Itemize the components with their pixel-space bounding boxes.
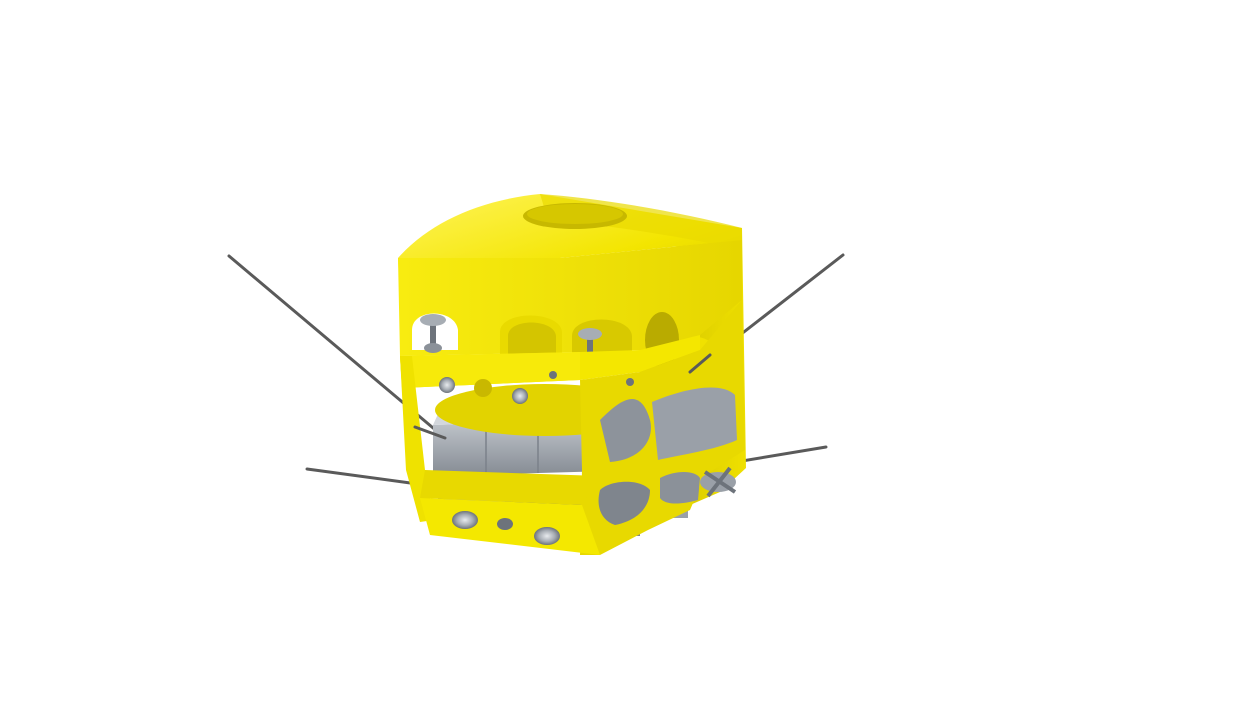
vertical-thruster-left [420, 314, 446, 353]
camera-port-left [452, 511, 478, 529]
frame-crossbar [400, 335, 700, 404]
vertical-thruster-center [578, 328, 602, 360]
front-skid [420, 470, 600, 555]
crossbar-light-right [512, 388, 528, 404]
right-frame-lattice [580, 300, 745, 555]
camera-port-right [534, 527, 560, 545]
fasteners [549, 371, 634, 386]
crossbar-light-left [439, 377, 455, 393]
horizontal-thruster-right [700, 466, 737, 498]
camera-port-center [497, 518, 513, 530]
rod-lower-left [305, 467, 427, 487]
rod-attachments [413, 353, 712, 440]
crossbar-hole [474, 379, 492, 397]
